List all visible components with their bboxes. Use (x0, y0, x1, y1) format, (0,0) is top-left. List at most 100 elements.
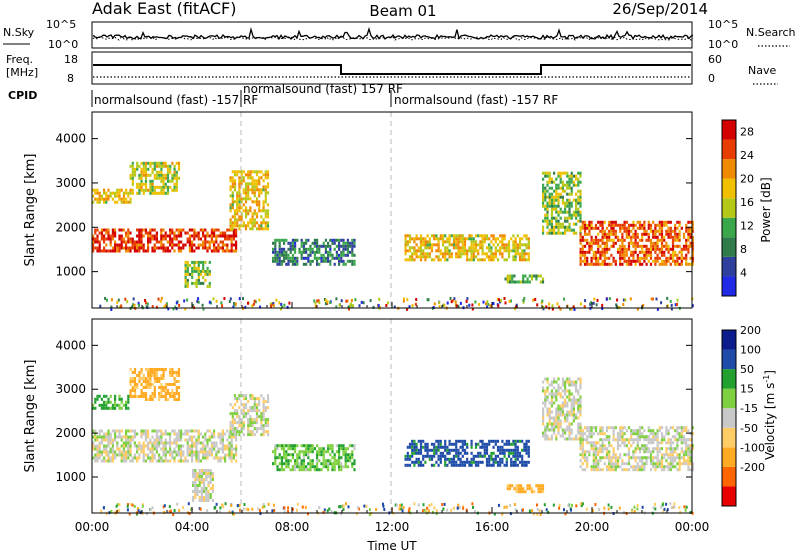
echo-cell-6 (470, 258, 473, 262)
echo-cell-0 (120, 459, 123, 463)
echo-cell-3 (262, 173, 265, 177)
echo-cell-5 (338, 241, 341, 245)
echo-cell-8 (572, 413, 575, 417)
echo-cell-1 (125, 406, 128, 410)
echo-cell-8 (564, 398, 567, 402)
echo-cell-6 (457, 448, 460, 452)
echo-cell-8 (557, 392, 560, 396)
echo-cell-6 (457, 246, 460, 250)
echo-cell-2 (153, 164, 156, 168)
echo-cell-2 (131, 386, 134, 389)
echo-cell-5 (313, 241, 316, 245)
echo-cell-9 (597, 220, 600, 224)
echo-cell-0 (169, 243, 172, 247)
noise-cell (272, 304, 275, 308)
echo-cell-0 (147, 456, 150, 460)
echo-cell-6 (419, 460, 423, 464)
echo-cell-0 (177, 432, 180, 436)
echo-cell-3 (255, 182, 259, 186)
echo-cell-9 (680, 429, 683, 433)
echo-cell-9 (588, 226, 591, 230)
echo-cell-3 (229, 412, 232, 416)
echo-cell-9 (656, 229, 659, 233)
echo-cell-3 (264, 227, 267, 231)
echo-cell-6 (406, 234, 409, 238)
echo-cell-9 (669, 426, 672, 430)
echo-cell-8 (575, 177, 578, 181)
echo-cell-5 (331, 253, 334, 257)
echo-cell-6 (518, 240, 522, 244)
echo-cell-6 (463, 237, 467, 241)
echo-cell-8 (570, 189, 573, 193)
echo-cell-8 (570, 380, 573, 384)
echo-cell-0 (114, 249, 117, 253)
echo-cell-8 (566, 210, 569, 214)
echo-cell-0 (105, 459, 108, 463)
echo-cell-8 (557, 174, 560, 178)
echo-cell-3 (253, 221, 256, 225)
echo-cell-3 (238, 430, 241, 434)
echo-cell-9 (678, 432, 681, 436)
echo-cell-0 (184, 432, 187, 436)
echo-cell-9 (674, 232, 677, 236)
echo-cell-9 (665, 432, 668, 436)
noise-cell (462, 506, 465, 510)
echo-cell-0 (217, 459, 220, 463)
echo-cell-5 (333, 468, 336, 472)
echo-cell-7 (517, 484, 520, 488)
echo-cell-0 (162, 432, 165, 436)
echo-cell-9 (641, 426, 644, 430)
echo-cell-5 (344, 262, 347, 266)
echo-cell-0 (177, 444, 180, 448)
echo-cell-0 (92, 237, 95, 241)
echo-cell-0 (182, 459, 185, 463)
echo-cell-5 (353, 444, 356, 448)
echo-cell-3 (238, 194, 241, 198)
echo-cell-5 (278, 253, 281, 257)
echo-cell-2 (177, 176, 181, 180)
echo-cell-9 (667, 438, 670, 442)
echo-cell-5 (316, 459, 319, 463)
echo-cell-5 (322, 456, 325, 460)
echo-cell-2 (131, 161, 134, 165)
echo-cell-9 (649, 441, 653, 445)
echo-cell-3 (266, 209, 270, 213)
echo-cell-9 (627, 247, 631, 251)
echo-cell-9 (603, 256, 606, 260)
echo-cell-2 (169, 374, 172, 377)
echo-cell-5 (331, 450, 334, 454)
echo-cell-8 (568, 174, 571, 178)
echo-cell-9 (636, 468, 639, 472)
echo-cell-6 (481, 243, 484, 247)
echo-cell-8 (561, 195, 564, 199)
echo-cell-3 (260, 433, 263, 437)
noise-cell (585, 507, 588, 511)
echo-cell-5 (283, 256, 286, 260)
echo-cell-3 (264, 194, 267, 198)
echo-cell-4 (205, 478, 208, 481)
echo-cell-0 (169, 228, 172, 232)
echo-cell-0 (100, 429, 103, 433)
echo-cell-0 (133, 429, 136, 433)
echo-cell-9 (682, 232, 686, 236)
echo-cell-0 (204, 228, 207, 232)
echo-cell-0 (142, 444, 145, 448)
echo-cell-9 (641, 462, 644, 466)
echo-cell-8 (570, 216, 573, 220)
echo-cell-2 (155, 173, 159, 177)
echo-cell-9 (671, 459, 675, 463)
echo-cell-3 (231, 191, 234, 195)
echo-cell-5 (327, 459, 330, 463)
echo-cell-2 (144, 167, 148, 171)
echo-cell-9 (647, 253, 650, 257)
echo-cell-6 (408, 246, 412, 250)
echo-cell-8 (568, 422, 571, 426)
echo-cell-4 (205, 475, 208, 478)
echo-cell-0 (235, 450, 238, 454)
echo-cell-4 (203, 499, 206, 502)
echo-cell-0 (118, 228, 121, 232)
echo-cell-5 (307, 450, 310, 454)
echo-cell-0 (221, 249, 224, 253)
echo-cell-2 (162, 191, 165, 195)
echo-cell-0 (166, 240, 169, 244)
